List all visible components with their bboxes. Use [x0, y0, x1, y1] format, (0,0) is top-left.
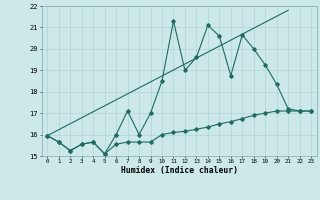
X-axis label: Humidex (Indice chaleur): Humidex (Indice chaleur): [121, 166, 238, 175]
